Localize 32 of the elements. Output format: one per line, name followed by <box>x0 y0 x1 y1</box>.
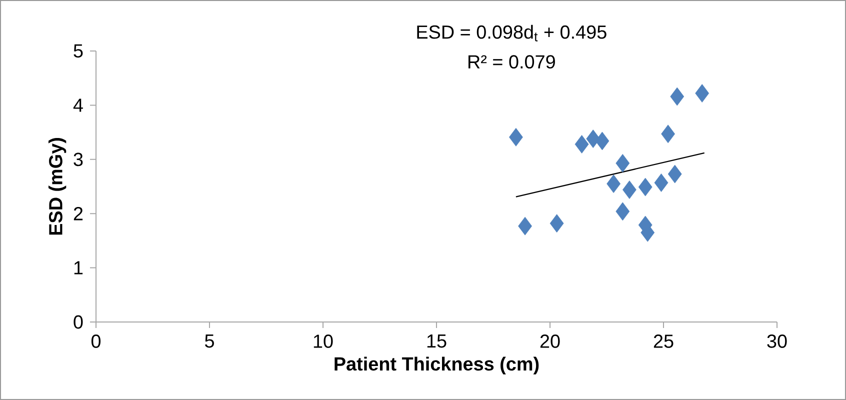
x-tick-label: 25 <box>654 334 674 348</box>
point <box>595 132 610 150</box>
annotation: R² = 0.079 <box>468 55 555 69</box>
point <box>518 216 532 236</box>
text: ESD = 0.098d$_{t}$ + 0.495 <box>417 24 606 42</box>
y-tick-label: 2 <box>74 206 83 220</box>
point <box>638 178 652 196</box>
x-tick-label: 30 <box>767 334 787 348</box>
x-tick-label: 5 <box>204 334 214 348</box>
y-axis-title: ESD (mGy) <box>48 138 66 235</box>
point <box>616 154 630 172</box>
y-tick-label: 5 <box>74 44 83 58</box>
y-tick-label: 3 <box>74 152 83 166</box>
point <box>550 214 564 233</box>
point <box>574 135 589 154</box>
point <box>670 87 684 106</box>
point <box>668 164 682 184</box>
x-tick-label: 10 <box>314 334 333 348</box>
y-tick-label: 4 <box>73 98 83 112</box>
point <box>661 124 675 144</box>
point <box>509 128 523 146</box>
x-axis-title: Patient Thickness (cm) <box>334 356 539 374</box>
x-tick-label: 20 <box>540 334 560 348</box>
point <box>606 174 621 193</box>
point <box>654 174 668 192</box>
point <box>616 202 630 221</box>
x-tick-label: 15 <box>427 334 446 348</box>
point <box>622 180 636 199</box>
y-tick-label: 0 <box>74 315 83 329</box>
y-tick-label: 1 <box>74 261 83 274</box>
point <box>695 84 710 102</box>
x-tick-label: 0 <box>91 334 101 348</box>
